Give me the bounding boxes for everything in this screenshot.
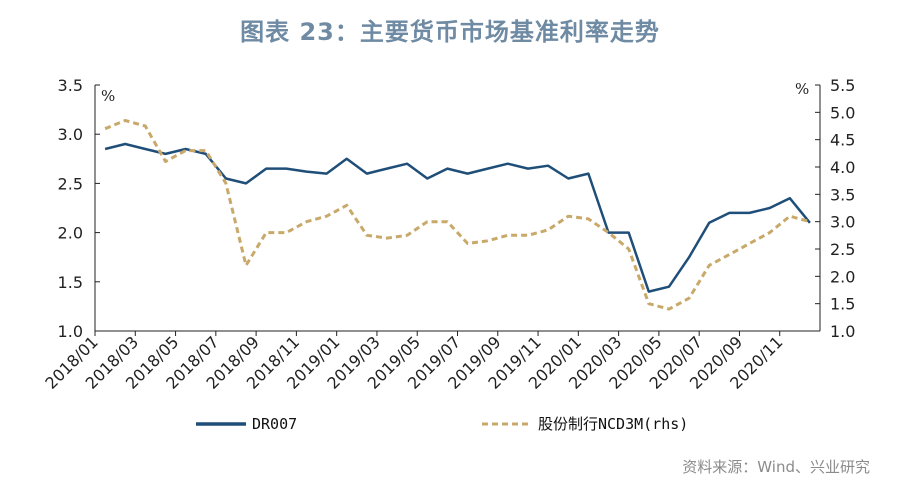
chart-title: 图表 23：主要货币市场基准利率走势: [240, 18, 660, 46]
left-tick-label: 2.5: [58, 174, 83, 193]
right-tick-label: 2.5: [830, 240, 855, 259]
left-axis-unit: %: [101, 87, 115, 105]
left-tick-label: 3.0: [58, 125, 83, 144]
right-tick-label: 3.5: [830, 185, 855, 204]
left-axis-ticks: 1.0 1.5 2.0 2.5 3.0 3.5: [58, 76, 100, 341]
right-tick-label: 5.0: [830, 103, 855, 122]
series-layer: [104, 119, 811, 311]
axes: [94, 85, 821, 332]
right-axis-ticks: 1.0 1.5 2.0 2.5 3.0 3.5 4.0 4.5 5.0 5.5: [815, 76, 855, 341]
left-tick-label: 1.5: [58, 273, 83, 292]
right-tick-label: 2.0: [830, 267, 855, 286]
legend-label-dr007: DR007: [252, 415, 297, 433]
right-tick-label: 3.0: [830, 213, 855, 232]
right-tick-label: 4.0: [830, 158, 855, 177]
series-line-dr007: [104, 142, 811, 293]
right-axis-unit: %: [795, 80, 809, 98]
series-line-ncd3m: [104, 119, 811, 311]
right-tick-label: 4.5: [830, 131, 855, 150]
right-tick-label: 5.5: [830, 76, 855, 95]
x-axis-ticks: 2018/012018/032018/052018/072018/092018/…: [41, 331, 787, 393]
legend: DR007 股份制行NCD3M(rhs): [196, 415, 688, 433]
right-tick-label: 1.5: [830, 295, 855, 314]
left-tick-label: 3.5: [58, 76, 83, 95]
left-tick-label: 1.0: [58, 322, 83, 341]
left-tick-label: 2.0: [58, 224, 83, 243]
right-tick-label: 1.0: [830, 322, 855, 341]
source-note: 资料来源：Wind、兴业研究: [682, 458, 870, 476]
legend-label-ncd: 股份制行NCD3M(rhs): [538, 415, 688, 433]
